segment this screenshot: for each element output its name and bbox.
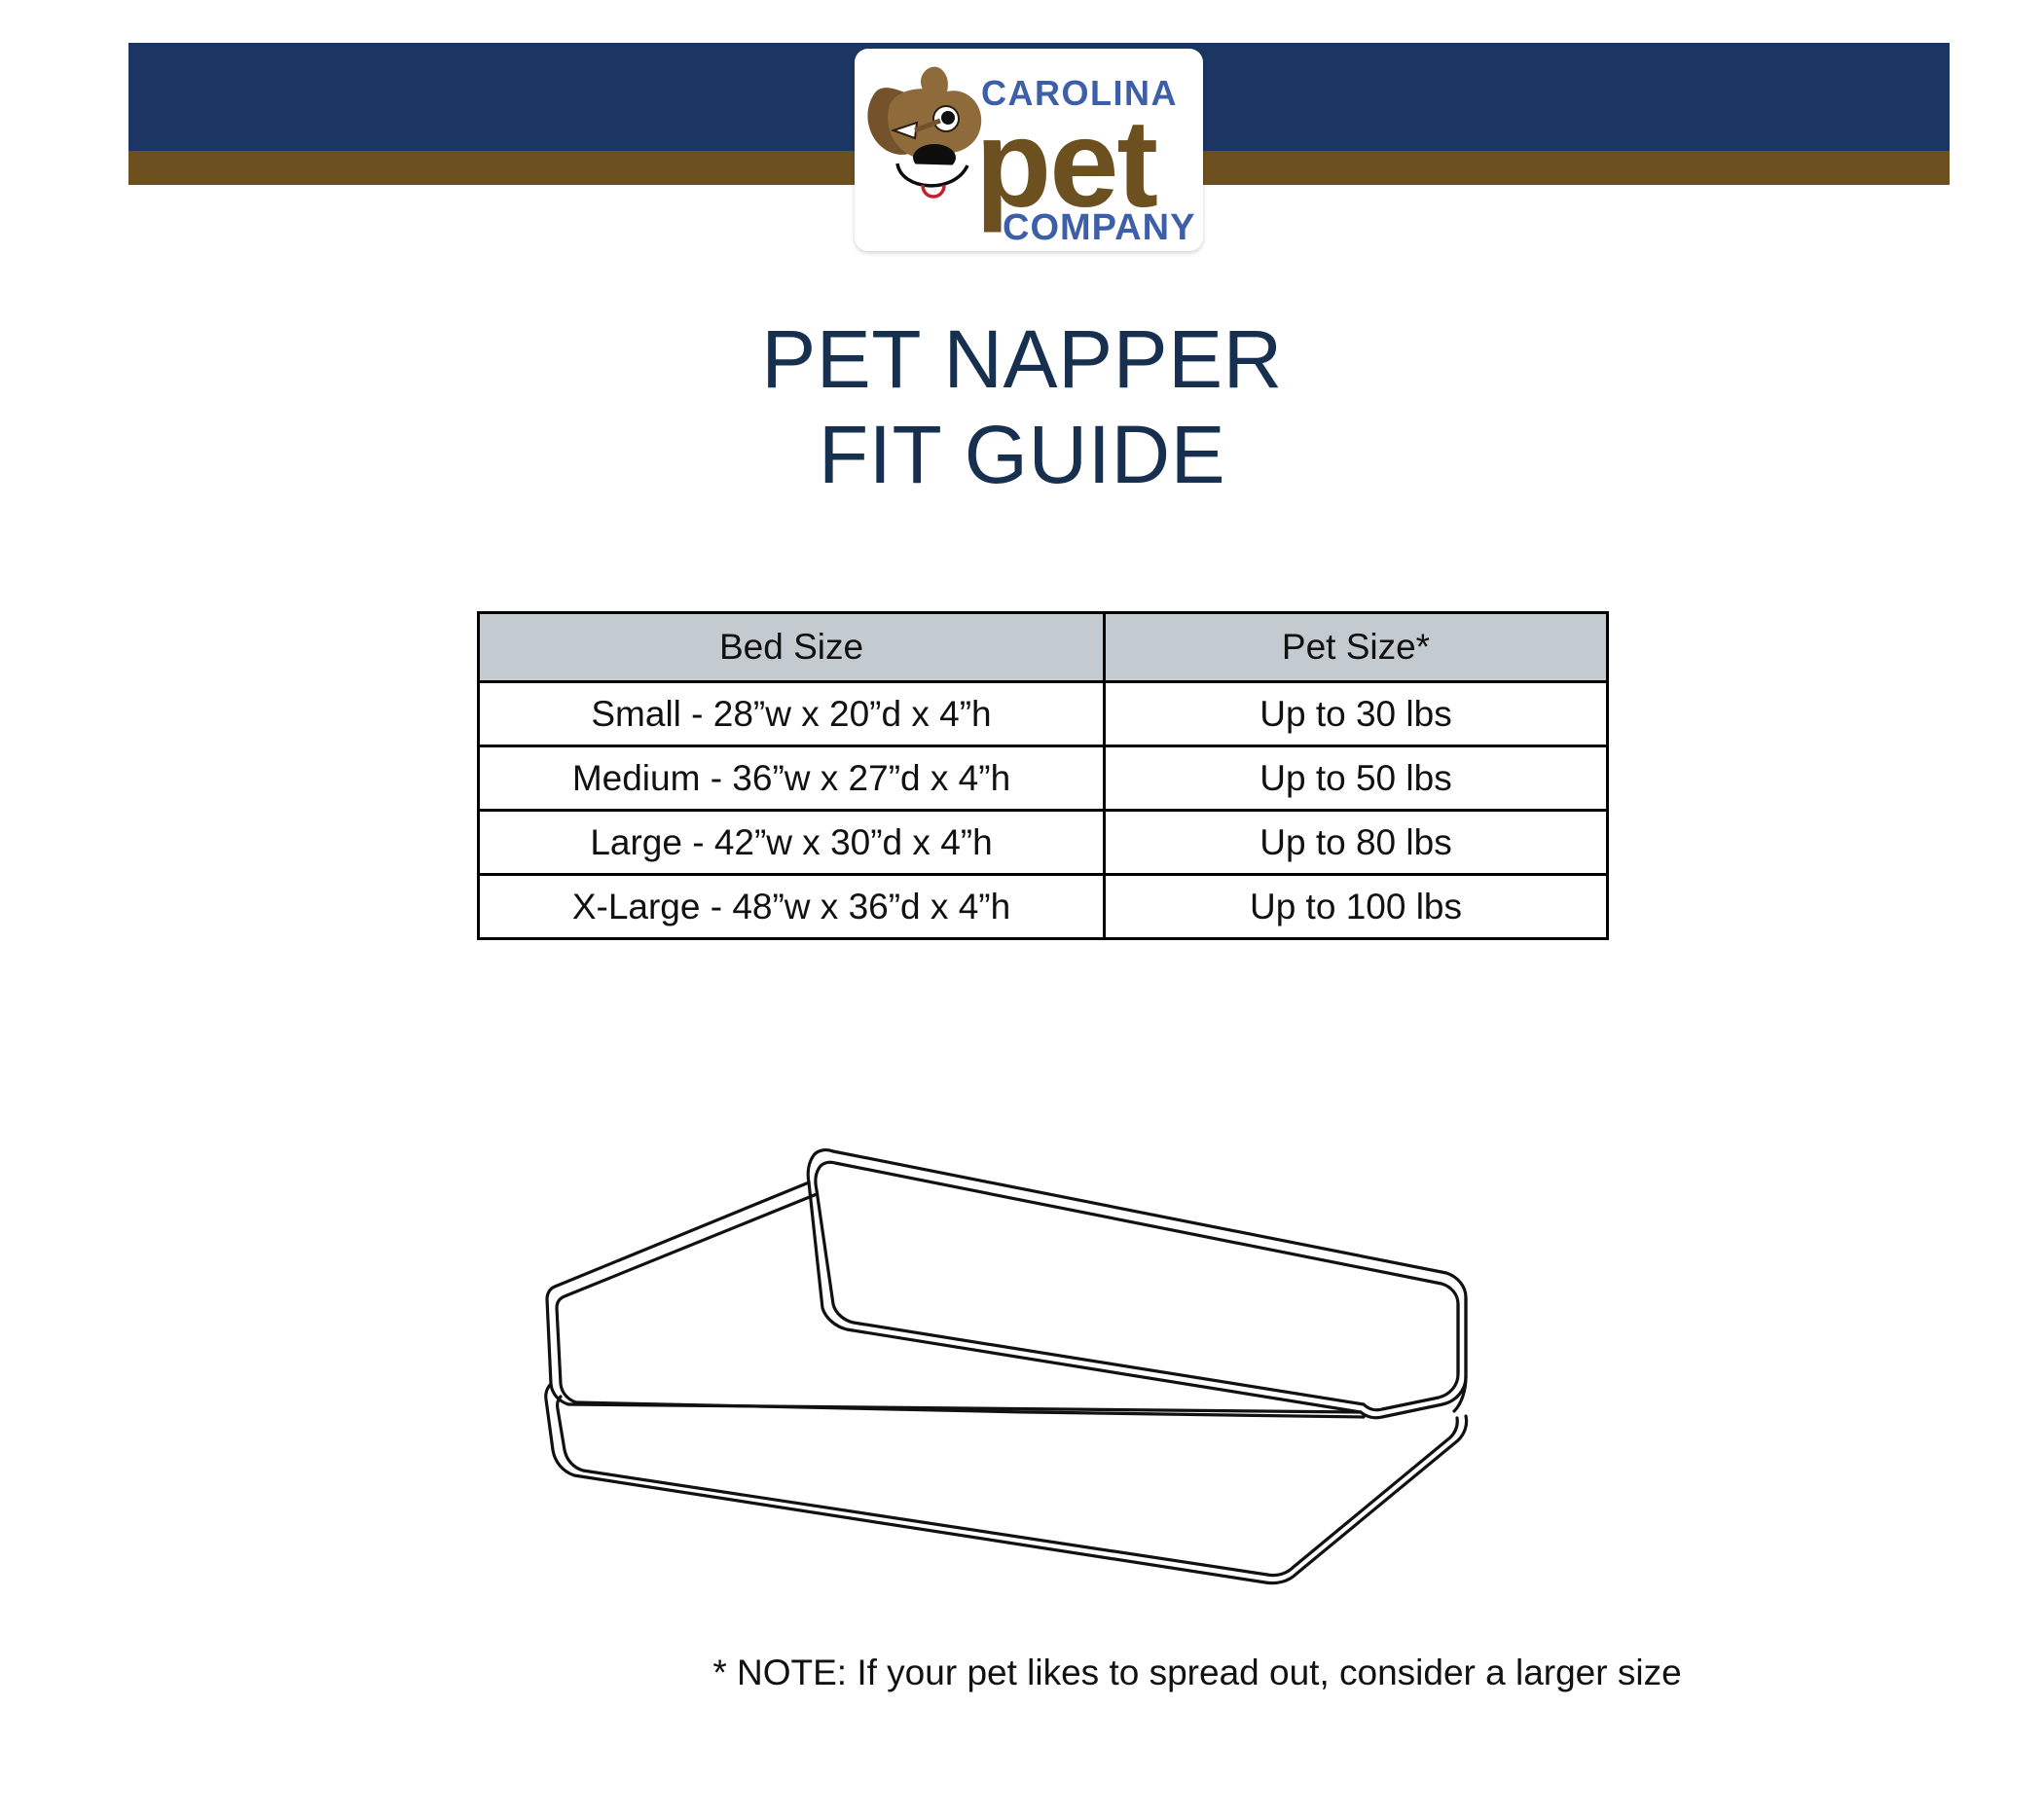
- logo-card: CAROLINA pet COMPANY: [855, 49, 1203, 251]
- page-title-line2: FIT GUIDE: [818, 409, 1226, 501]
- cell-pet-size: Up to 100 lbs: [1103, 873, 1609, 940]
- table-row: Medium - 36”w x 27”d x 4”h Up to 50 lbs: [477, 745, 1609, 812]
- cell-bed-size: Small - 28”w x 20”d x 4”h: [477, 680, 1106, 747]
- logo-text-carolina: CAROLINA: [981, 73, 1178, 113]
- carolina-pet-company-logo: CAROLINA pet COMPANY: [867, 66, 1195, 248]
- logo-text-pet: pet: [975, 94, 1157, 234]
- table-row: Large - 42”w x 30”d x 4”h Up to 80 lbs: [477, 809, 1609, 876]
- table-header-row: Bed Size Pet Size*: [477, 611, 1609, 683]
- bed-line-drawing: [544, 1148, 1469, 1585]
- column-header-bed-size: Bed Size: [477, 611, 1106, 683]
- table-row: X-Large - 48”w x 36”d x 4”h Up to 100 lb…: [477, 873, 1609, 940]
- cell-pet-size: Up to 50 lbs: [1103, 745, 1609, 812]
- cell-pet-size: Up to 80 lbs: [1103, 809, 1609, 876]
- column-header-pet-size: Pet Size*: [1103, 611, 1609, 683]
- cell-bed-size: X-Large - 48”w x 36”d x 4”h: [477, 873, 1106, 940]
- cell-bed-size: Medium - 36”w x 27”d x 4”h: [477, 745, 1106, 812]
- dog-head-icon: [867, 66, 982, 199]
- logo-text-company: COMPANY: [1003, 207, 1195, 248]
- page-title: PET NAPPER FIT GUIDE: [0, 311, 2044, 503]
- page-title-line1: PET NAPPER: [761, 313, 1283, 405]
- footer-note: * NOTE: If your pet likes to spread out,…: [0, 1653, 2044, 1693]
- cell-bed-size: Large - 42”w x 30”d x 4”h: [477, 809, 1106, 876]
- pet-napper-bed-drawing: [526, 1129, 1538, 1616]
- cell-pet-size: Up to 30 lbs: [1103, 680, 1609, 747]
- fit-guide-table: Bed Size Pet Size* Small - 28”w x 20”d x…: [477, 611, 1609, 940]
- table-row: Small - 28”w x 20”d x 4”h Up to 30 lbs: [477, 680, 1609, 747]
- footer-note-text: * NOTE: If your pet likes to spread out,…: [712, 1653, 1682, 1692]
